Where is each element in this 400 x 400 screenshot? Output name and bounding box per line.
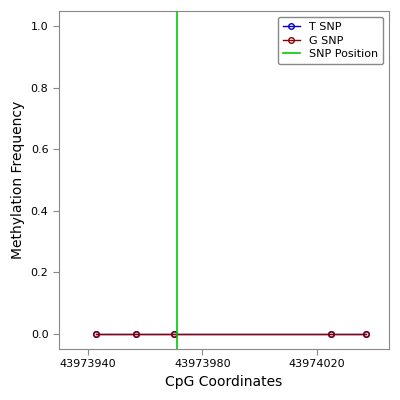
X-axis label: CpG Coordinates: CpG Coordinates [165,375,282,389]
G SNP [134,331,139,336]
Legend: T SNP, G SNP, SNP Position: T SNP, G SNP, SNP Position [278,17,383,64]
G SNP [171,331,176,336]
T SNP [171,331,176,336]
T SNP [94,331,98,336]
G SNP [94,331,98,336]
Line: G SNP: G SNP [93,331,369,336]
Y-axis label: Methylation Frequency: Methylation Frequency [11,101,25,259]
T SNP [364,331,368,336]
T SNP [329,331,334,336]
G SNP [364,331,368,336]
G SNP [329,331,334,336]
T SNP [134,331,139,336]
Line: T SNP: T SNP [93,331,369,336]
